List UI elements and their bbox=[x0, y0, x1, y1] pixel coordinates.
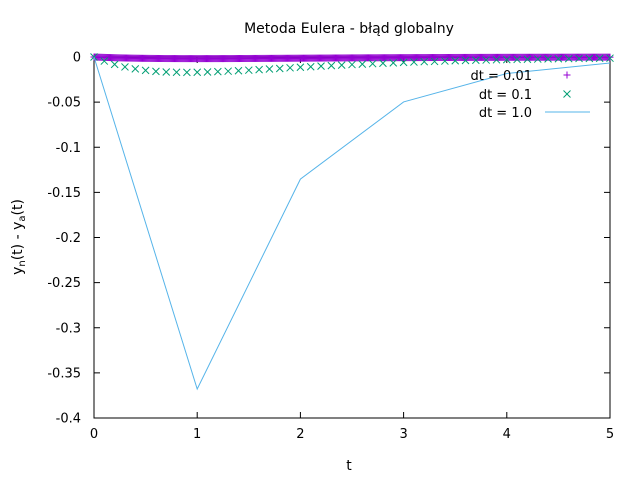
point-dt-0.1 bbox=[554, 54, 563, 63]
plot-area bbox=[90, 53, 614, 391]
point-dt-0.1 bbox=[162, 68, 171, 76]
point-dt-0.1 bbox=[348, 60, 356, 69]
point-dt-0.1 bbox=[606, 54, 614, 63]
point-dt-0.1 bbox=[492, 55, 501, 64]
point-dt-0.1 bbox=[482, 56, 491, 64]
point-dt-0.1 bbox=[585, 54, 594, 63]
point-dt-0.1 bbox=[255, 65, 263, 74]
point-dt-0.1 bbox=[533, 55, 542, 63]
point-dt-0.1 bbox=[193, 68, 202, 77]
x-tick-label: 3 bbox=[399, 427, 407, 442]
point-dt-0.1 bbox=[523, 55, 532, 64]
y-tick-label: 0 bbox=[73, 51, 81, 66]
point-dt-0.1 bbox=[379, 59, 387, 68]
point-dt-0.1 bbox=[306, 62, 315, 71]
y-tick-label: -0.1 bbox=[56, 141, 81, 156]
point-dt-0.1 bbox=[544, 55, 552, 63]
point-dt-0.1 bbox=[131, 65, 140, 73]
x-axis: 0 1 2 3 4 5 bbox=[90, 57, 614, 442]
legend-label: dt = 0.01 bbox=[471, 69, 532, 84]
plot-frame bbox=[93, 56, 611, 419]
y-tick-label: -0.2 bbox=[56, 231, 81, 246]
legend-label: dt = 0.1 bbox=[479, 88, 532, 103]
point-dt-0.1 bbox=[224, 67, 233, 76]
point-dt-0.1 bbox=[265, 65, 274, 73]
point-dt-0.1 bbox=[502, 55, 511, 64]
point-dt-0.1 bbox=[368, 59, 377, 68]
point-dt-0.1 bbox=[110, 60, 119, 69]
y-tick-label: -0.25 bbox=[47, 276, 81, 291]
x-tick-label: 4 bbox=[503, 427, 511, 442]
point-dt-0.1 bbox=[203, 68, 212, 76]
point-dt-0.1 bbox=[389, 59, 398, 67]
point-dt-0.1 bbox=[152, 67, 160, 76]
point-dt-0.1 bbox=[317, 62, 325, 70]
point-dt-0.01 bbox=[606, 53, 614, 61]
point-dt-0.1 bbox=[399, 58, 408, 67]
point-dt-0.1 bbox=[183, 68, 191, 77]
point-dt-0.1 bbox=[430, 57, 439, 66]
x-axis-label: t bbox=[346, 458, 352, 474]
point-dt-0.1 bbox=[595, 54, 604, 63]
point-dt-0.1 bbox=[564, 54, 573, 63]
y-tick-label: -0.4 bbox=[56, 412, 81, 427]
point-dt-0.1 bbox=[234, 66, 243, 75]
x-tick-label: 5 bbox=[606, 427, 614, 442]
point-dt-0.1 bbox=[461, 56, 470, 65]
legend-marker-plus bbox=[563, 71, 571, 79]
point-dt-0.1 bbox=[575, 54, 583, 63]
y-tick-label: -0.05 bbox=[47, 96, 81, 111]
point-dt-0.1 bbox=[420, 57, 429, 66]
y-tick-label: -0.15 bbox=[47, 186, 81, 201]
x-tick-label: 1 bbox=[193, 427, 201, 442]
series-dt-0.01 bbox=[90, 53, 614, 63]
point-dt-0.1 bbox=[286, 63, 294, 72]
point-dt-0.1 bbox=[410, 58, 418, 66]
point-dt-0.1 bbox=[513, 55, 521, 64]
legend: dt = 0.01 dt = 0.1 dt = 1.0 bbox=[471, 69, 590, 121]
y-tick-label: -0.3 bbox=[56, 321, 81, 336]
x-tick-label: 0 bbox=[90, 427, 98, 442]
point-dt-0.1 bbox=[244, 66, 253, 75]
point-dt-0.1 bbox=[275, 64, 284, 73]
legend-marker-cross bbox=[563, 90, 571, 98]
point-dt-0.1 bbox=[337, 61, 346, 69]
legend-label: dt = 1.0 bbox=[479, 106, 532, 121]
point-dt-0.1 bbox=[441, 57, 449, 65]
point-dt-0.1 bbox=[358, 60, 367, 68]
x-tick-label: 2 bbox=[296, 427, 304, 442]
series-dt-1.0-line bbox=[93, 56, 611, 391]
point-dt-0.1 bbox=[100, 57, 109, 65]
point-dt-0.1 bbox=[172, 68, 181, 77]
y-tick-label: -0.35 bbox=[47, 366, 81, 381]
point-dt-0.1 bbox=[141, 66, 150, 75]
chart-title: Metoda Eulera - błąd globalny bbox=[244, 21, 454, 37]
point-dt-0.1 bbox=[327, 61, 336, 70]
series-dt-0.1 bbox=[90, 53, 614, 77]
point-dt-0.1 bbox=[471, 56, 480, 65]
point-dt-0.1 bbox=[296, 63, 305, 72]
point-dt-0.1 bbox=[121, 63, 129, 71]
point-dt-0.1 bbox=[213, 67, 222, 76]
y-axis-label: yn(t) - ya(t) bbox=[10, 199, 28, 275]
point-dt-0.1 bbox=[451, 56, 460, 65]
